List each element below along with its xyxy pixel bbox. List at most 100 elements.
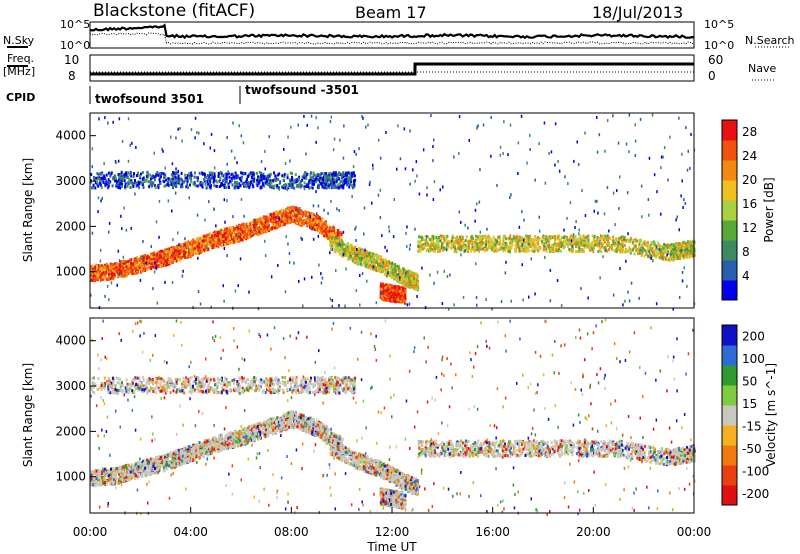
scatter-cell bbox=[687, 240, 689, 243]
scatter-cell bbox=[318, 229, 320, 232]
scatter-cell bbox=[582, 236, 584, 239]
scatter-cell bbox=[384, 292, 386, 295]
scatter-cell bbox=[649, 247, 651, 250]
scatter-cell bbox=[542, 235, 544, 238]
scatter-cell bbox=[184, 254, 186, 257]
scatter-cell bbox=[98, 271, 100, 274]
scatter-cell bbox=[506, 242, 508, 245]
scatter-cell bbox=[451, 237, 453, 240]
noise-ytick-top-right: 10^5 bbox=[704, 18, 734, 31]
scatter-cell bbox=[570, 235, 572, 238]
scatter-cell bbox=[684, 249, 686, 252]
scatter-cell bbox=[592, 235, 594, 238]
scatter-cell bbox=[576, 250, 578, 253]
scatter-cell bbox=[443, 246, 445, 249]
scatter-cell bbox=[126, 273, 128, 276]
scatter-cell bbox=[214, 234, 216, 237]
scatter-cell bbox=[640, 249, 642, 252]
scatter-cell bbox=[350, 255, 352, 258]
scatter-cell bbox=[409, 270, 411, 273]
scatter-cell bbox=[281, 220, 283, 223]
scatter-cell bbox=[655, 256, 657, 259]
scatter-cell bbox=[682, 241, 684, 244]
scatter-cell bbox=[389, 272, 391, 275]
scatter-cell bbox=[554, 235, 556, 238]
cpid-program-2: twofsound -3501 bbox=[245, 83, 359, 97]
scatter-cell bbox=[564, 245, 566, 248]
scatter-cell bbox=[345, 244, 347, 247]
scatter-cell bbox=[130, 271, 132, 274]
nave-tick-60: 60 bbox=[708, 53, 723, 67]
scatter-cell bbox=[176, 250, 178, 253]
scatter-cell bbox=[447, 246, 449, 249]
scatter-cell bbox=[457, 239, 459, 242]
scatter-cell bbox=[451, 246, 453, 249]
scatter-cell bbox=[249, 232, 251, 235]
scatter-cell bbox=[670, 243, 672, 246]
scatter-cell bbox=[327, 237, 329, 240]
scatter-cell bbox=[222, 231, 224, 234]
scatter-cell bbox=[380, 284, 382, 287]
scatter-cell bbox=[124, 274, 126, 277]
scatter-cell bbox=[503, 237, 505, 240]
scatter-cell bbox=[620, 236, 622, 239]
scatter-cell bbox=[438, 236, 440, 239]
scatter-cell bbox=[568, 248, 570, 251]
scatter-cell bbox=[255, 232, 257, 235]
scatter-cell bbox=[96, 278, 98, 281]
scatter-cell bbox=[341, 241, 343, 244]
scatter-cell bbox=[201, 237, 203, 240]
scatter-cell bbox=[426, 244, 428, 247]
scatter-cell bbox=[554, 240, 556, 243]
scatter-cell bbox=[184, 243, 186, 246]
scatter-cell bbox=[404, 294, 406, 297]
scatter-cell bbox=[568, 238, 570, 241]
scatter-cell bbox=[300, 215, 302, 218]
scatter-cell bbox=[219, 235, 221, 238]
scatter-cell bbox=[178, 250, 180, 253]
scatter-cell bbox=[376, 261, 378, 264]
scatter-cell bbox=[151, 252, 153, 255]
scatter-cell bbox=[336, 242, 338, 245]
scatter-cell bbox=[412, 285, 414, 288]
noise-ytick-bottom: 10^0 bbox=[60, 39, 90, 52]
scatter-cell bbox=[391, 262, 393, 265]
scatter-cell bbox=[582, 241, 584, 244]
scatter-cell bbox=[304, 211, 306, 214]
scatter-cell bbox=[396, 293, 398, 296]
scatter-cell bbox=[640, 239, 642, 242]
scatter-cell bbox=[534, 243, 536, 246]
scatter-cell bbox=[384, 273, 386, 276]
scatter-cell bbox=[442, 249, 444, 252]
scatter-cell bbox=[646, 252, 648, 255]
scatter-cell bbox=[494, 244, 496, 247]
scatter-cell bbox=[431, 244, 433, 247]
scatter-cell bbox=[371, 266, 373, 269]
scatter-cell bbox=[557, 235, 559, 238]
scatter-cell bbox=[393, 300, 395, 303]
scatter-cell bbox=[413, 277, 415, 280]
scatter-cell bbox=[337, 240, 339, 243]
scatter-cell bbox=[267, 219, 269, 222]
scatter-cell bbox=[541, 240, 543, 243]
scatter-cell bbox=[385, 258, 387, 261]
scatter-cell bbox=[279, 211, 281, 214]
scatter-cell bbox=[393, 285, 395, 288]
scatter-cell bbox=[94, 266, 96, 269]
scatter-cell bbox=[279, 222, 281, 225]
scatter-cell bbox=[451, 242, 453, 245]
scatter-cell bbox=[624, 244, 626, 247]
scatter-cell bbox=[611, 248, 613, 251]
scatter-cell bbox=[474, 246, 476, 249]
scatter-cell bbox=[157, 259, 159, 262]
scatter-cell bbox=[488, 243, 490, 246]
scatter-cell bbox=[273, 216, 275, 219]
scatter-cell bbox=[545, 235, 547, 238]
scatter-cell bbox=[377, 257, 379, 260]
scatter-cell bbox=[496, 240, 498, 243]
scatter-cell bbox=[389, 292, 391, 295]
scatter-cell bbox=[292, 212, 294, 215]
scatter-cell bbox=[612, 236, 614, 239]
scatter-cell bbox=[159, 255, 161, 258]
scatter-cell bbox=[136, 272, 138, 275]
